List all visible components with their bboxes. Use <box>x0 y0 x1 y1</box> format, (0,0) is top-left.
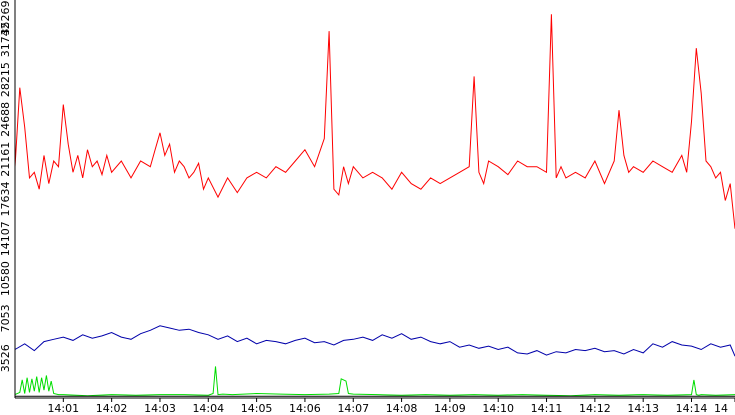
x-tick-label: 14:11 <box>531 402 563 415</box>
x-tick-label: 14:04 <box>192 402 224 415</box>
x-tick-label: 14:07 <box>337 402 369 415</box>
y-axis: 3526 7053 10580 14107 17634 21161 24688 28215 31… <box>0 0 16 398</box>
x-tick-label: 14:10 <box>482 402 514 415</box>
x-tick-label: 14:13 <box>627 402 659 415</box>
y-tick-label: 35269 <box>0 1 12 36</box>
x-tick-label: 14:12 <box>579 402 611 415</box>
series-line-2 <box>14 325 735 357</box>
y-tick-label: 3526 <box>0 344 12 372</box>
y-tick-label: 7053 <box>0 304 12 332</box>
y-tick-label: 31742 <box>0 22 12 57</box>
y-tick-label: 24688 <box>0 102 12 137</box>
x-tick-label: 14:08 <box>386 402 418 415</box>
y-tick-label: 14107 <box>0 221 12 256</box>
x-axis: 14:01 14:02 14:03 14:04 14:05 14:06 14:07 14:08… <box>15 397 735 415</box>
x-tick-label: 14:06 <box>289 402 321 415</box>
series-line-3 <box>14 366 735 397</box>
y-tick-label: 10580 <box>0 261 12 296</box>
series-line-1 <box>14 14 735 229</box>
plot-area <box>14 14 735 397</box>
y-tick-label: 21161 <box>0 142 12 177</box>
x-tick-label: 14:02 <box>96 402 128 415</box>
x-tick-label: 14:03 <box>144 402 176 415</box>
y-tick-label: 28215 <box>0 62 12 97</box>
x-tick-label: 14 <box>714 402 728 415</box>
x-tick-label: 14:05 <box>241 402 273 415</box>
x-tick-label: 14:09 <box>434 402 466 415</box>
x-tick-label: 14:14 <box>676 402 708 415</box>
y-tick-label: 17634 <box>0 182 12 217</box>
x-tick-label: 14:01 <box>47 402 79 415</box>
